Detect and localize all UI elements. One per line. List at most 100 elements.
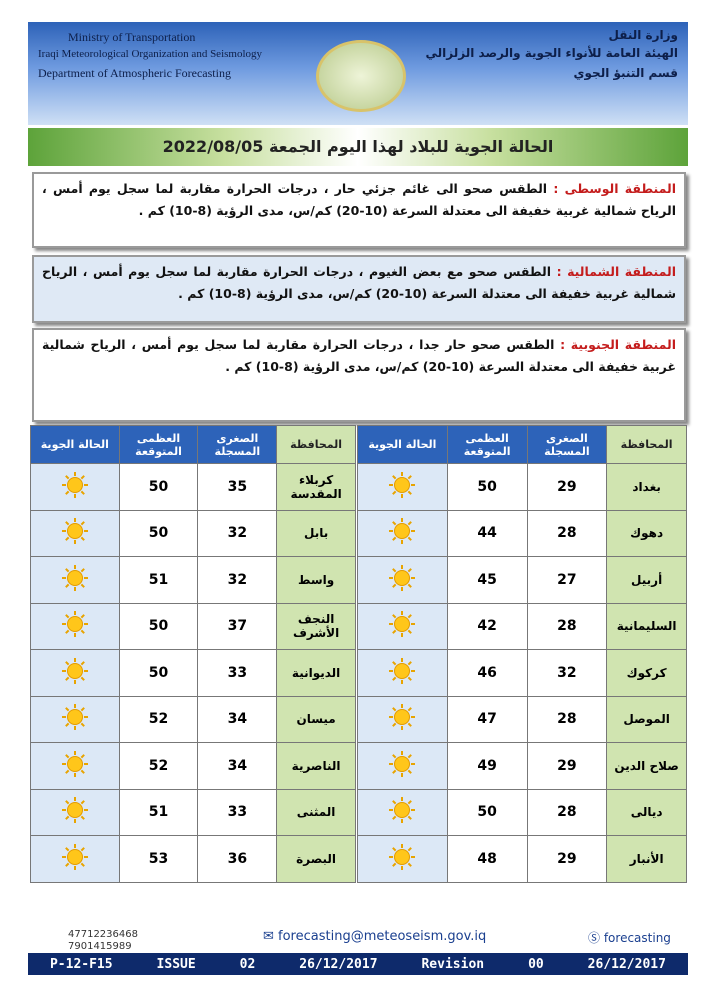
- region-text: الطقس صحو حار جدا ، درجات الحرارة مقاربة…: [42, 337, 676, 374]
- column-header: العظمى المتوقعة: [118, 425, 199, 464]
- max-temp: 48: [446, 835, 528, 883]
- min-temp: 33: [197, 788, 278, 836]
- header-row: المحافظة الصغرى المسجلة العظمى المتوقعة الح…: [357, 425, 687, 464]
- column-header: العظمى المتوقعة: [446, 425, 528, 464]
- sun-icon: [389, 564, 416, 591]
- weather-state: [357, 742, 448, 790]
- header-row: المحافظة الصغرى المسجلة العظمى المتوقعة الح…: [30, 425, 356, 464]
- weather-state: [357, 509, 448, 557]
- governorate: كربلاء المقدسة: [276, 463, 356, 511]
- form-field: 00: [528, 956, 544, 972]
- weather-state: [30, 695, 120, 743]
- en-line: Ministry of Transportation: [68, 30, 196, 44]
- max-temp: 44: [446, 509, 528, 557]
- weather-state: [357, 788, 448, 836]
- governorate: كركوك: [606, 649, 687, 697]
- sun-icon: [61, 518, 88, 545]
- max-temp: 50: [118, 509, 199, 557]
- governorate: المثنى: [276, 788, 356, 836]
- governorate: ديالى: [606, 788, 687, 836]
- row: الديوانية 33 50: [30, 649, 356, 697]
- max-temp: 50: [446, 788, 528, 836]
- governorate: دهوك: [606, 509, 687, 557]
- column-header: الحالة الجوية: [357, 425, 448, 464]
- max-temp: 52: [118, 695, 199, 743]
- min-temp: 32: [197, 556, 278, 604]
- row: صلاح الدين 29 49: [357, 742, 687, 790]
- form-field: 26/12/2017: [299, 956, 378, 972]
- min-temp: 33: [197, 649, 278, 697]
- row: كركوك 32 46: [357, 649, 687, 697]
- row: ميسان 34 52: [30, 695, 356, 743]
- sun-icon: [61, 843, 88, 870]
- min-temp: 36: [197, 835, 278, 883]
- min-temp: 35: [197, 463, 278, 511]
- weather-state: [357, 695, 448, 743]
- max-temp: 51: [118, 788, 199, 836]
- governorate: صلاح الدين: [606, 742, 687, 790]
- governorate: الناصرية: [276, 742, 356, 790]
- row: بغداد 29 50: [357, 463, 687, 511]
- region-label: المنطقة الوسطى :: [553, 181, 676, 196]
- weather-state: [30, 835, 120, 883]
- weather-state: [30, 463, 120, 511]
- max-temp: 46: [446, 649, 528, 697]
- row: السليمانية 28 42: [357, 602, 687, 650]
- row: المثنى 33 51: [30, 788, 356, 836]
- governorate: الموصل: [606, 695, 687, 743]
- form-field: 26/12/2017: [587, 956, 666, 972]
- column-header: الصغرى المسجلة: [526, 425, 608, 464]
- weather-state: [357, 602, 448, 650]
- en-line: Iraqi Meteorological Organization and Se…: [38, 48, 263, 60]
- region-label: المنطقة الشمالية :: [556, 264, 676, 279]
- sun-icon: [389, 797, 416, 824]
- logo: [316, 40, 406, 112]
- sun-icon: [61, 657, 88, 684]
- max-temp: 42: [446, 602, 528, 650]
- region-label: المنطقة الجنوبية :: [560, 337, 676, 352]
- max-temp: 50: [118, 463, 199, 511]
- max-temp: 52: [118, 742, 199, 790]
- skype: Ⓢ forecasting: [588, 931, 671, 945]
- row: ديالى 28 50: [357, 788, 687, 836]
- column-header: الحالة الجوية: [30, 425, 120, 464]
- governorate: النجف الأشرف: [276, 602, 356, 650]
- min-temp: 28: [526, 509, 608, 557]
- governorate: أربيل: [606, 556, 687, 604]
- weather-state: [30, 788, 120, 836]
- max-temp: 53: [118, 835, 199, 883]
- row: دهوك 28 44: [357, 509, 687, 557]
- sun-icon: [61, 797, 88, 824]
- table-left: المحافظة الصغرى المسجلة العظمى المتوقعة الح…: [30, 425, 356, 883]
- region-box: المنطقة الشمالية : الطقس صحو مع بعض الغي…: [32, 255, 686, 323]
- form-field: Revision: [421, 956, 485, 972]
- min-temp: 37: [197, 602, 278, 650]
- sun-icon: [61, 750, 88, 777]
- min-temp: 28: [526, 602, 608, 650]
- form-field: P-12-F15: [49, 956, 113, 972]
- min-temp: 29: [526, 742, 608, 790]
- governorate: الديوانية: [276, 649, 356, 697]
- sun-icon: [389, 704, 416, 731]
- weather-state: [30, 556, 120, 604]
- max-temp: 51: [118, 556, 199, 604]
- sun-icon: [389, 518, 416, 545]
- ar-line: الهيئة العامة للأنواء الجوية والرصد الزل…: [425, 46, 678, 60]
- row: الموصل 28 47: [357, 695, 687, 743]
- weather-state: [357, 463, 448, 511]
- ar-line: قسم التنبؤ الجوي: [573, 66, 678, 80]
- form-field: 02: [239, 956, 256, 972]
- max-temp: 50: [118, 649, 199, 697]
- column-header: المحافظة: [276, 425, 356, 464]
- weather-state: [30, 602, 120, 650]
- weather-state: [357, 835, 448, 883]
- min-temp: 29: [526, 463, 608, 511]
- skype-text: forecasting: [603, 931, 671, 945]
- phone: 47712236468: [68, 929, 138, 940]
- email-text: forecasting@meteoseism.gov.iq: [278, 929, 487, 944]
- sun-icon: [389, 750, 416, 777]
- footer: 47712236468 7901415989 ✉ forecasting@met…: [28, 915, 688, 975]
- max-temp: 47: [446, 695, 528, 743]
- row: الناصرية 34 52: [30, 742, 356, 790]
